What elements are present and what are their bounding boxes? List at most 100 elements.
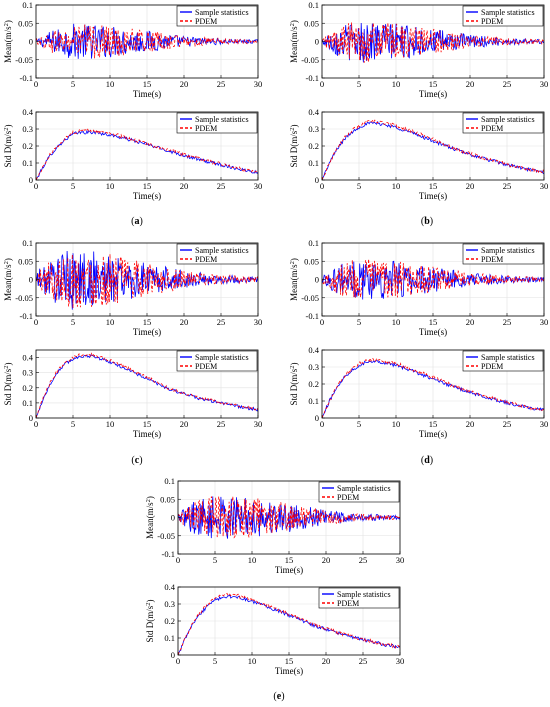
- x-tick-label: 5: [71, 419, 75, 429]
- legend-entry: PDEM: [481, 255, 503, 264]
- y-axis-label: Std D(m/s2): [3, 362, 13, 405]
- y-axis-label: Mean(m/s2): [289, 258, 299, 301]
- series-line-pdem: [322, 22, 544, 63]
- legend-entry: Sample statistics: [337, 590, 391, 599]
- series-line-pdem: [178, 592, 400, 655]
- x-tick-label: 20: [180, 419, 189, 429]
- y-tick-label: -0.05: [157, 531, 175, 541]
- x-tick-label: 15: [285, 656, 294, 666]
- legend-entry: Sample statistics: [195, 246, 249, 255]
- x-tick-label: 0: [34, 79, 38, 89]
- x-tick-label: 15: [429, 181, 438, 191]
- x-tick-label: 30: [540, 79, 549, 89]
- legend-entry: Sample statistics: [195, 8, 249, 17]
- chart-panel-d-mean: 0 5 10 15 20 25 30 -0.1 -0.05 0 0.05 0.1 Time(s) Mean…: [289, 238, 548, 337]
- legend-entry: PDEM: [337, 493, 359, 502]
- y-tick-label: 0.1: [22, 0, 33, 10]
- x-tick-label: 5: [213, 555, 217, 565]
- x-tick-label: 25: [503, 419, 512, 429]
- x-tick-label: 0: [34, 419, 38, 429]
- y-tick-label: 0.1: [308, 158, 319, 168]
- y-axis-label: Std D(m/s2): [3, 124, 13, 167]
- legend-box: [462, 5, 544, 27]
- series-line-pdem: [36, 253, 258, 309]
- series-line-sample-statistics: [36, 354, 258, 418]
- x-tick-label: 10: [392, 317, 401, 327]
- x-tick-label: 0: [176, 656, 180, 666]
- legend-box: [462, 112, 544, 134]
- series-line-sample-statistics: [322, 120, 544, 180]
- y-tick-label: 0.4: [308, 345, 319, 355]
- x-tick-label: 10: [392, 419, 401, 429]
- x-tick-label: 30: [254, 317, 263, 327]
- x-axis-label: Time(s): [133, 327, 161, 337]
- y-axis-label: Mean(m/s2): [289, 20, 299, 63]
- x-tick-label: 10: [106, 317, 115, 327]
- x-tick-label: 25: [503, 181, 512, 191]
- y-tick-label: 0.3: [164, 599, 175, 609]
- y-tick-label: 0: [29, 413, 33, 423]
- x-tick-label: 30: [540, 181, 549, 191]
- x-tick-label: 25: [503, 317, 512, 327]
- x-tick-label: 25: [359, 555, 368, 565]
- x-tick-label: 30: [396, 555, 405, 565]
- panel-caption: (e): [273, 691, 284, 702]
- legend-entry: PDEM: [195, 17, 217, 26]
- y-tick-label: 0.1: [164, 476, 175, 486]
- x-tick-label: 20: [180, 317, 189, 327]
- series-line-sample-statistics: [178, 593, 400, 655]
- x-tick-label: 30: [254, 181, 263, 191]
- x-tick-label: 5: [357, 79, 361, 89]
- x-tick-label: 0: [176, 555, 180, 565]
- x-tick-label: 30: [540, 317, 549, 327]
- x-tick-label: 0: [320, 419, 324, 429]
- x-tick-label: 10: [392, 79, 401, 89]
- x-tick-label: 30: [396, 656, 405, 666]
- x-tick-label: 20: [466, 79, 475, 89]
- y-tick-label: -0.1: [306, 73, 319, 83]
- y-tick-label: 0.1: [308, 238, 319, 248]
- x-axis-label: Time(s): [133, 429, 161, 439]
- y-tick-label: 0.2: [22, 141, 33, 151]
- y-tick-label: 0.05: [160, 494, 175, 504]
- series-line-pdem: [178, 496, 400, 539]
- legend-box: [462, 350, 544, 372]
- x-tick-label: 25: [359, 656, 368, 666]
- y-tick-label: 0.3: [308, 362, 319, 372]
- x-axis-label: Time(s): [419, 327, 447, 337]
- x-tick-label: 15: [429, 419, 438, 429]
- legend-entry: PDEM: [195, 255, 217, 264]
- x-tick-label: 15: [285, 555, 294, 565]
- y-axis-label: Std D(m/s2): [289, 124, 299, 167]
- y-tick-label: 0: [171, 650, 175, 660]
- legend-entry: Sample statistics: [481, 115, 535, 124]
- x-tick-label: 15: [429, 317, 438, 327]
- series-line-sample-statistics: [36, 129, 258, 180]
- x-tick-label: 20: [180, 79, 189, 89]
- y-tick-label: 0.2: [22, 383, 33, 393]
- x-tick-label: 10: [106, 79, 115, 89]
- series-line-sample-statistics: [178, 496, 400, 539]
- legend-box: [318, 481, 400, 503]
- legend-entry: PDEM: [195, 124, 217, 133]
- y-tick-label: 0.05: [304, 18, 319, 28]
- legend-entry: Sample statistics: [337, 484, 391, 493]
- y-tick-label: 0.1: [164, 633, 175, 643]
- legend-entry: PDEM: [481, 17, 503, 26]
- legend-entry: Sample statistics: [481, 246, 535, 255]
- x-tick-label: 10: [106, 181, 115, 191]
- y-tick-label: 0: [29, 275, 33, 285]
- y-tick-label: 0.2: [164, 616, 175, 626]
- x-axis-label: Time(s): [419, 89, 447, 99]
- y-tick-label: 0.1: [308, 396, 319, 406]
- series-line-sample-statistics: [322, 260, 544, 300]
- y-tick-label: -0.1: [306, 311, 319, 321]
- legend-box: [176, 112, 258, 134]
- y-tick-label: 0.4: [164, 582, 175, 592]
